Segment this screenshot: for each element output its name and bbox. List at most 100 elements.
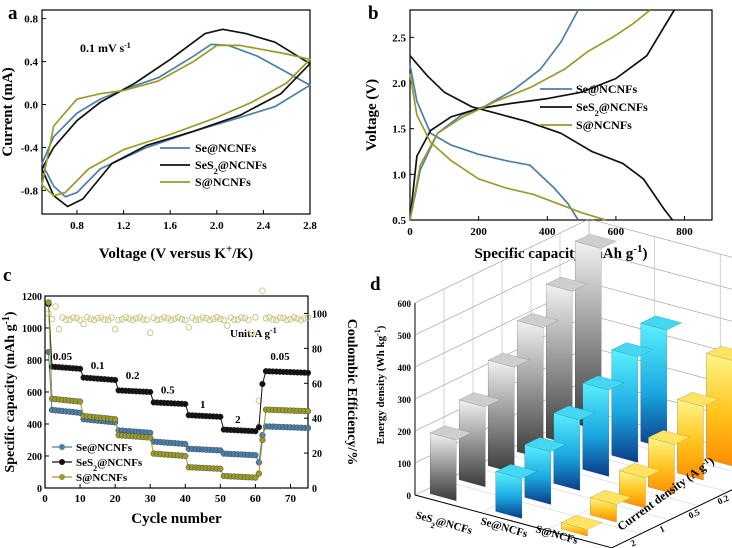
y-tick-label-a-4: 0.8 (24, 14, 38, 26)
ce-point (146, 329, 154, 336)
bar-front-0-5 (430, 432, 457, 502)
capacity-point-ses2 (252, 428, 259, 435)
ce-point (287, 315, 294, 323)
ce-point (301, 315, 308, 322)
unit-label-part-0: Unit:A g (230, 328, 271, 340)
ce-point (185, 324, 193, 331)
ce-point (132, 315, 140, 322)
legend-label-a-s-part-0: S@NCNFs (195, 175, 251, 189)
panel-label-c: c (3, 265, 11, 286)
y-tick-label-a-1: -0.4 (21, 142, 39, 154)
ce-point (224, 322, 231, 329)
ce-point (136, 314, 143, 321)
ce-point (196, 316, 203, 323)
z-tick-label-6: 600 (398, 299, 412, 309)
y2-tick-label-c-5: 100 (312, 309, 327, 320)
legend-label-b-s-part-0: S@NCNFs (576, 118, 632, 132)
bar-top-2-1 (676, 391, 720, 407)
z-tick-label-0: 0 (407, 491, 412, 501)
y-tick-label-a-3: 0.4 (24, 57, 38, 69)
ce-point (245, 316, 252, 324)
panel-label-d: d (370, 274, 381, 295)
charge-curve-s (409, 9, 651, 221)
capacity-point-ses2 (304, 369, 312, 376)
y-tick-label-b-1: 1.0 (392, 169, 406, 181)
current-tick-label-5: 2 (629, 537, 638, 548)
bar-front-1-2 (582, 382, 610, 477)
legend-label-a-s: S@NCNFs (195, 175, 251, 189)
ce-point (294, 315, 301, 322)
ce-point (108, 314, 115, 321)
ce-point (171, 315, 178, 322)
bar-top-1-2 (582, 375, 625, 391)
x-axis-label-a-part-2: /K) (231, 246, 253, 262)
ce-point (297, 316, 305, 324)
x-tick-label-c-3: 30 (145, 493, 157, 505)
capacity-point-ses2 (76, 365, 84, 372)
floor-line-1 (443, 480, 641, 534)
material-label-0-part-2: @NCFs (434, 515, 474, 537)
x-axis-label-b-part-2: ) (642, 246, 647, 262)
bar-top-2-4 (589, 489, 633, 505)
capacity-point-s (147, 434, 154, 441)
depth-axis-label-part-2: ) (705, 454, 716, 468)
wall-grid-back-3 (588, 314, 732, 354)
bar-front-0-4 (459, 399, 486, 488)
current-tick-label-2: 0.2 (716, 493, 731, 507)
ce-point (234, 316, 242, 323)
bar-front-2-0 (706, 353, 732, 467)
legend-label-b-ses2: SeS2@NCNFs (576, 100, 648, 118)
y-tick-label-c-1: 200 (27, 452, 42, 463)
discharge-curve-ses2 (409, 55, 674, 221)
ce-point (231, 316, 238, 323)
y2-tick-label-c-3: 60 (312, 379, 322, 390)
ce-point (66, 316, 73, 323)
ce-point (206, 316, 214, 324)
x-tick-label-a-3: 2.0 (210, 220, 224, 232)
material-label-0-part-0: SeS (414, 509, 434, 525)
unit-label: Unit:A g-1 (230, 326, 277, 341)
y2-tick-label-c-0: 0 (312, 484, 317, 495)
rate-label-1: 0.1 (91, 360, 105, 372)
bar-front-1-5 (495, 471, 523, 519)
bar-top-1-3 (553, 405, 596, 421)
y-tick-label-c-5: 1000 (22, 324, 42, 335)
x-tick-label-c-7: 70 (285, 493, 297, 505)
x-axis-label-a-part-1: + (226, 243, 232, 255)
charge-curve-ses2 (409, 9, 676, 221)
x-tick-label-b-0: 0 (407, 226, 413, 238)
legend-marker-c-ses2 (59, 459, 65, 465)
ce-point (290, 314, 298, 321)
z-axis-label-part-1: -1 (373, 329, 382, 336)
ce-point (182, 316, 189, 324)
y-tick-label-c-3: 600 (27, 388, 42, 399)
ce-point (160, 314, 168, 321)
ce-point (266, 314, 273, 321)
rate-label-4: 1 (200, 399, 206, 411)
y-axis-label-c-part-1: -1 (1, 316, 12, 324)
legend-label-b-ses2-part-1: 2 (595, 109, 599, 118)
y-tick-label-a-2: 0.0 (24, 99, 38, 111)
scan-rate-annotation: 0.1 mV s-1 (80, 41, 131, 56)
y-axis-label-c: Specific capacity (mAh g-1) (1, 311, 19, 473)
bar-front-0-3 (488, 359, 515, 474)
ce-point (273, 316, 280, 324)
z-axis-label: Energy density (Wh kg-1) (373, 325, 388, 444)
z-axis-label-part-2: ) (375, 325, 387, 329)
ce-point (55, 325, 63, 333)
ce-point (227, 314, 235, 321)
ce-point (118, 315, 126, 323)
ce-point (192, 316, 200, 323)
x-axis-label-a-part-0: Voltage (V versus K (99, 246, 226, 262)
ce-point (80, 320, 87, 328)
ce-point (122, 314, 129, 321)
y-tick-label-c-6: 1200 (22, 292, 42, 303)
z-axis-label-part-0: Energy density (Wh kg (375, 335, 387, 444)
y-axis-label-b: Voltage (V) (364, 79, 380, 151)
legend-label-c-s: S@NCNFs (76, 472, 128, 484)
ce-point (139, 316, 147, 323)
panel-label-a: a (8, 3, 18, 24)
ce-point (150, 314, 157, 322)
rate-label-5: 2 (235, 414, 241, 426)
